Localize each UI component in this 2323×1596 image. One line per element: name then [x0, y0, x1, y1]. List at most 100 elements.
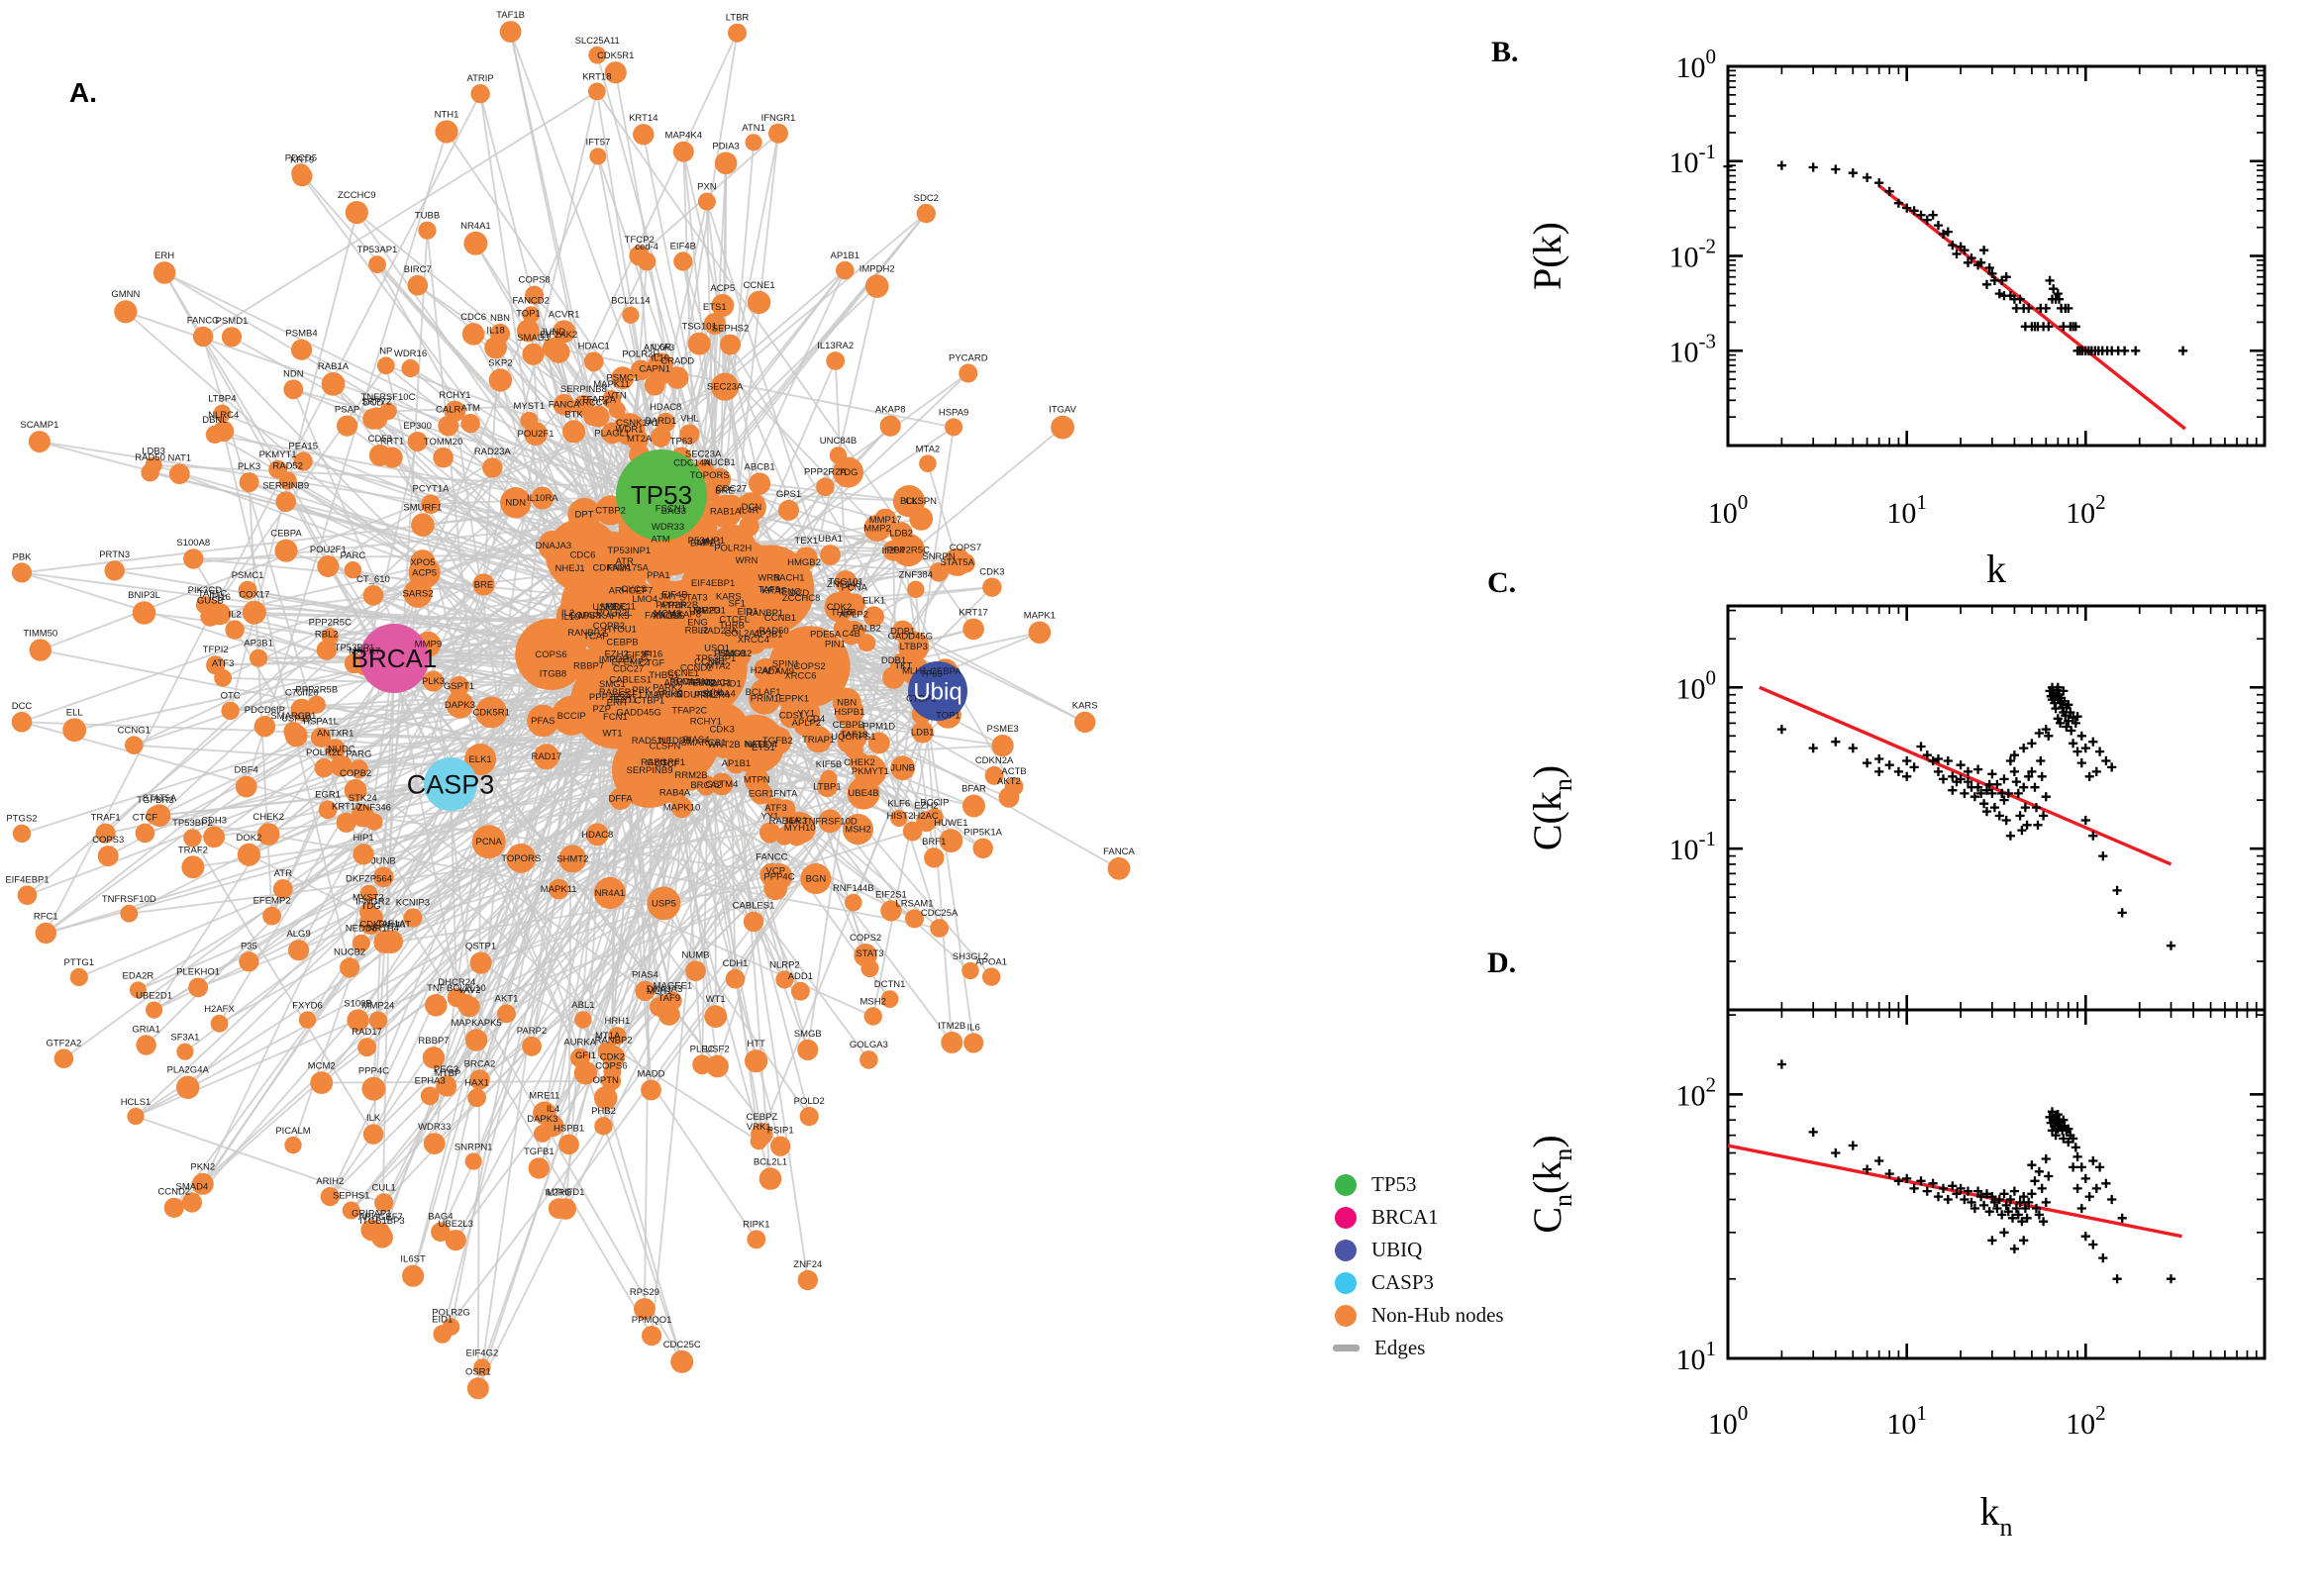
gene-node	[880, 900, 902, 922]
gene-label: MLH1	[902, 665, 927, 676]
gene-label: IFNG	[779, 587, 802, 598]
gene-label: GADD45G	[616, 708, 660, 719]
gene-node	[488, 368, 513, 392]
edge	[450, 783, 664, 905]
gene-node	[860, 959, 879, 978]
edge	[567, 715, 573, 1145]
gene-node	[747, 290, 771, 315]
gene-node	[800, 863, 832, 894]
gene-label: OPTN	[593, 1075, 620, 1086]
gene-label: SF3A1	[170, 1033, 199, 1044]
gene-label: CRADD	[660, 355, 694, 366]
gene-node	[272, 879, 293, 899]
gene-label: NBN	[837, 697, 857, 708]
gene-label: PSIP1	[767, 1126, 794, 1137]
gene-label: ELK1	[862, 595, 885, 606]
gene-node	[359, 884, 378, 902]
x-tick-label: 100	[1708, 1401, 1749, 1441]
gene-label: VHL	[707, 687, 725, 698]
gene-label: PIM1	[694, 678, 716, 689]
gene-label: EPHA3	[415, 1076, 446, 1087]
gene-node	[655, 994, 674, 1015]
gene-label: SDC2	[914, 193, 939, 204]
gene-node	[431, 1222, 451, 1243]
gene-label: POLR2G	[432, 1307, 470, 1318]
gene-label: TAF1B	[496, 10, 525, 21]
gene-label: Ifi204	[881, 546, 904, 556]
gene-node	[843, 593, 865, 616]
gene-label: USO1	[704, 644, 730, 654]
gene-label: MAPK11	[541, 884, 577, 895]
gene-label: CDK2	[827, 602, 852, 613]
chart-C-ticks	[1726, 606, 2265, 1010]
gene-node	[368, 1011, 388, 1030]
panel-a-label: A.	[69, 77, 97, 108]
gene-label: EID1	[432, 1314, 453, 1325]
panel-c-label: C.	[1487, 566, 1517, 599]
gene-label: TFAP2A	[581, 395, 617, 406]
gene-node	[880, 990, 899, 1008]
gene-label: PSMC1	[232, 570, 264, 581]
gene-label: IL4R	[739, 505, 758, 516]
gene-label: FANCC	[756, 852, 787, 863]
gene-label: MRE11	[529, 1091, 559, 1102]
gene-label: PPP2R2A	[804, 466, 847, 477]
gene-label: H2AFY	[751, 665, 781, 676]
gene-label: JUNB	[890, 763, 915, 774]
gene-label: KLF6	[887, 799, 910, 810]
gene-label: EIF4EBP1	[5, 875, 49, 886]
gene-label: COPB2	[340, 768, 371, 779]
gene-label: BCCIP	[557, 711, 586, 722]
edge	[135, 797, 622, 1118]
gene-label: BCL2L1	[754, 1156, 787, 1167]
gene-node	[320, 1187, 340, 1207]
gene-node	[499, 21, 522, 43]
gene-node	[941, 1031, 963, 1053]
gene-label: COPS3	[92, 835, 124, 846]
y-tick-label: 102	[1676, 1072, 1717, 1112]
gene-label: UBE2D1	[136, 991, 172, 1002]
gene-node	[239, 951, 259, 972]
gene-node	[588, 46, 607, 64]
edge	[202, 90, 598, 338]
gene-label: SMARCB1	[270, 711, 316, 722]
gene-label: NUCB1	[704, 457, 736, 468]
gene-label: VASN	[683, 676, 708, 687]
gene-node	[778, 702, 805, 729]
gene-label: HIP1	[354, 833, 374, 844]
gene-label: COX17	[239, 590, 269, 601]
gene-label: RCHY1	[439, 390, 470, 401]
gene-label: EFEMP2	[253, 896, 291, 907]
gene-label: CSNK1A1	[616, 418, 658, 429]
edge	[945, 631, 1041, 672]
gene-label: HYOU1	[604, 625, 637, 636]
gene-node	[832, 687, 861, 717]
gene-label: DCC	[12, 701, 33, 712]
gene-label: ITM2B	[938, 1021, 965, 1032]
gene-node	[362, 1124, 384, 1145]
gene-label: PPP2R5C	[887, 546, 930, 556]
gene-label: MAPK1	[1024, 611, 1056, 622]
gene-node	[472, 573, 495, 596]
gene-label: RAD23A	[701, 626, 739, 637]
gene-label: CD4	[806, 714, 825, 725]
gene-label: FNTA	[773, 788, 798, 799]
gene-node	[176, 1043, 194, 1060]
gene-node	[573, 1061, 598, 1085]
gene-label: IMPDH2	[859, 263, 895, 274]
gene-label: BNIP3L	[128, 590, 160, 601]
chart-D-y-axis-title: Cn​(kn​)	[1525, 1135, 1577, 1233]
gene-label: IL13RA2	[817, 341, 854, 351]
gene-label: AP3B1	[754, 630, 783, 641]
gene-label: C4B	[842, 629, 859, 640]
gene-node	[602, 390, 622, 409]
gene-label: ACVR1	[549, 309, 580, 320]
gene-label: DAPK3	[527, 1114, 557, 1125]
gene-label: TP63	[920, 668, 943, 679]
gene-label: PIN1	[825, 640, 846, 650]
gene-label: IL18	[486, 326, 505, 337]
gene-node	[635, 980, 656, 1001]
gene-label: NUDC	[601, 602, 629, 613]
node-swatch-icon	[1335, 1271, 1357, 1294]
network-graph: USF2 MCM2 CDC6 COPS6 COPS2 BCCIP CCNB1 CDK3 CCND…	[5, 10, 1135, 1400]
